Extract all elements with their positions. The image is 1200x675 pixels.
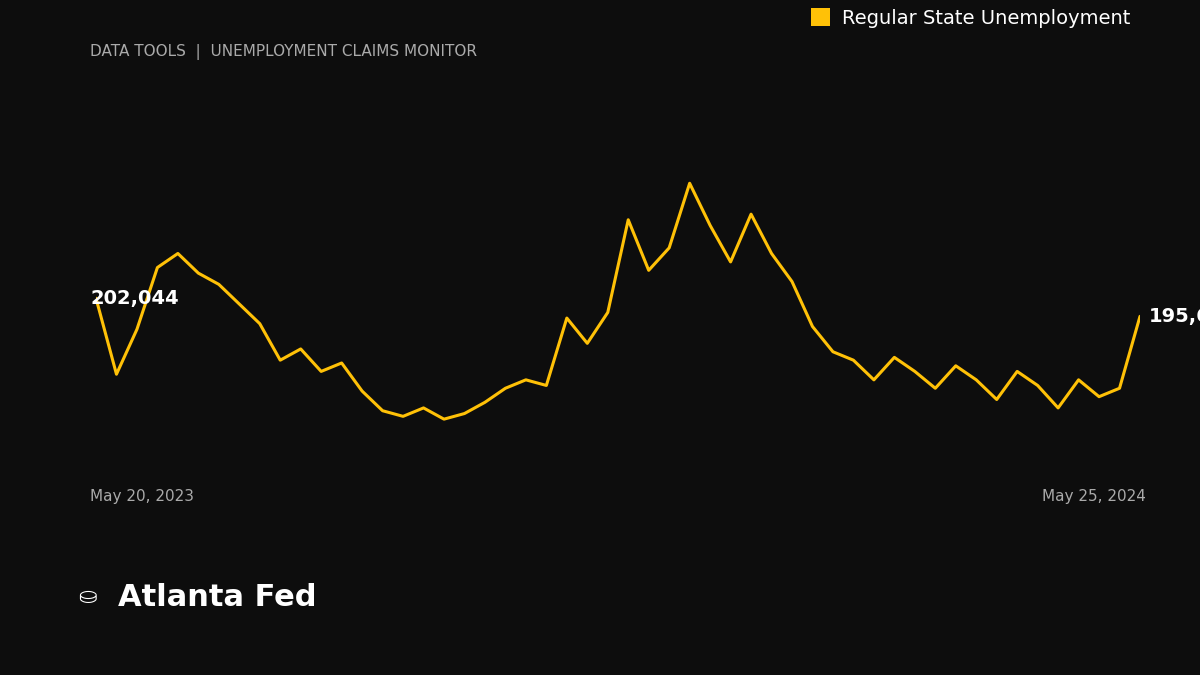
Text: 195,615: 195,615 (1148, 307, 1200, 326)
Text: May 25, 2024: May 25, 2024 (1042, 489, 1146, 504)
Text: May 20, 2023: May 20, 2023 (90, 489, 194, 504)
Text: Atlanta Fed: Atlanta Fed (118, 583, 316, 612)
Text: 202,044: 202,044 (90, 289, 179, 308)
Text: ⛀: ⛀ (78, 587, 97, 608)
Text: DATA TOOLS  |  UNEMPLOYMENT CLAIMS MONITOR: DATA TOOLS | UNEMPLOYMENT CLAIMS MONITOR (90, 44, 478, 60)
Legend: Regular State Unemployment: Regular State Unemployment (811, 8, 1130, 28)
